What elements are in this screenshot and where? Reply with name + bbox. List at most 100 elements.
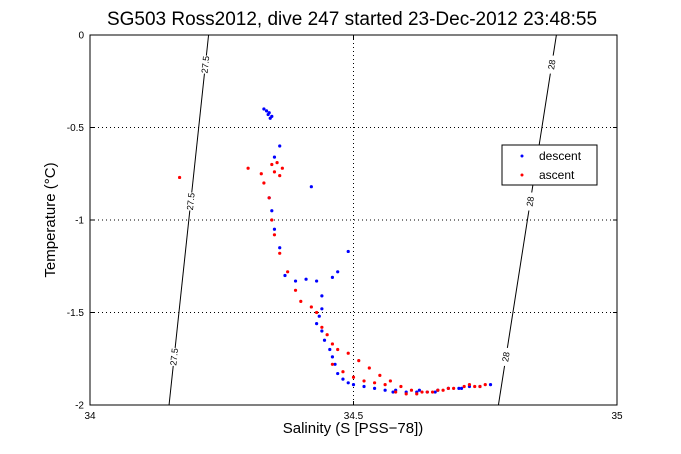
ascent-point bbox=[357, 359, 361, 363]
descent-point bbox=[268, 116, 272, 120]
y-tick-label: -1 bbox=[75, 216, 84, 227]
ascent-point bbox=[346, 351, 350, 355]
descent-point bbox=[333, 362, 337, 366]
ascent-point bbox=[272, 170, 277, 174]
descent-point bbox=[346, 381, 350, 385]
ascent-point bbox=[272, 233, 277, 237]
density-contours: 27.5 27.5 27.5 28 28 28 bbox=[168, 34, 557, 406]
ascent-point bbox=[436, 388, 440, 392]
legend-marker-ascent bbox=[520, 173, 524, 177]
descent-point bbox=[272, 227, 277, 231]
descent-point bbox=[383, 388, 387, 392]
ascent-point bbox=[367, 366, 371, 370]
ascent-point bbox=[278, 251, 282, 255]
contour-label: 28 bbox=[500, 351, 511, 362]
ascent-point bbox=[399, 384, 403, 389]
contour-label: 27.5 bbox=[200, 55, 212, 73]
ascent-point bbox=[336, 347, 340, 352]
ascent-point bbox=[246, 166, 250, 170]
ascent-point bbox=[441, 388, 445, 392]
ascent-point bbox=[372, 381, 377, 385]
descent-point bbox=[336, 371, 340, 376]
y-tick-label: -1.5 bbox=[67, 308, 85, 319]
y-tick-label: 0 bbox=[78, 31, 84, 42]
contour-label: 28 bbox=[546, 59, 557, 70]
ascent-point bbox=[425, 390, 429, 394]
descent-point bbox=[488, 383, 493, 387]
axis-ticks: 34 34.5 35 0 -0.5 -1 -1.5 -2 bbox=[67, 31, 623, 423]
ascent-point bbox=[267, 196, 271, 200]
descent-point bbox=[278, 246, 282, 250]
y-tick-label: -2 bbox=[75, 401, 84, 412]
ascent-point bbox=[177, 175, 182, 180]
contour-label: 27.5 bbox=[168, 348, 180, 366]
ascent-point bbox=[483, 383, 487, 387]
descent-point bbox=[320, 329, 324, 333]
ascent-point bbox=[270, 162, 274, 167]
ascent-point bbox=[404, 392, 408, 396]
descent-point bbox=[309, 185, 313, 189]
ascent-point bbox=[309, 305, 313, 309]
ascent-point bbox=[388, 379, 392, 383]
ascent-point bbox=[351, 375, 356, 379]
descent-point bbox=[328, 347, 332, 352]
descent-point bbox=[315, 279, 319, 283]
descent-point bbox=[320, 294, 324, 298]
x-tick-label: 35 bbox=[611, 411, 623, 422]
legend: descent ascent bbox=[501, 144, 598, 186]
contour-label-gap bbox=[202, 55, 209, 74]
descent-point bbox=[336, 270, 340, 274]
ascent-point bbox=[259, 172, 263, 176]
ascent-point bbox=[467, 383, 472, 387]
contour-label-gap bbox=[502, 347, 509, 366]
descent-point bbox=[433, 390, 437, 394]
descent-point bbox=[272, 155, 277, 159]
descent-point bbox=[322, 338, 327, 342]
y-tick-label: -0.5 bbox=[67, 123, 85, 134]
descent-point bbox=[264, 109, 269, 113]
descent-point bbox=[372, 386, 377, 390]
descent-point bbox=[391, 390, 395, 394]
descent-point bbox=[341, 377, 345, 381]
ascent-point bbox=[409, 388, 414, 392]
contour-label-gap bbox=[527, 192, 534, 211]
ascent-point bbox=[270, 218, 274, 222]
ascent-point bbox=[275, 161, 279, 165]
descent-point bbox=[362, 384, 366, 389]
ascent-point bbox=[280, 166, 284, 170]
ascent-point bbox=[262, 181, 266, 185]
grid-lines bbox=[90, 35, 617, 405]
ascent-point bbox=[341, 370, 345, 374]
contour-label-gap bbox=[187, 192, 194, 211]
ascent-point bbox=[378, 373, 382, 377]
ascent-point bbox=[473, 384, 477, 389]
ascent-point bbox=[320, 325, 324, 329]
descent-point bbox=[351, 383, 356, 387]
x-tick-label: 34.5 bbox=[344, 411, 364, 422]
contour-label: 28 bbox=[525, 196, 536, 207]
descent-point bbox=[330, 275, 335, 279]
ascent-point bbox=[478, 384, 482, 389]
descent-point bbox=[293, 279, 298, 283]
contour-line bbox=[168, 34, 210, 406]
ascent-point bbox=[315, 310, 319, 315]
data-points bbox=[177, 107, 493, 396]
ascent-point bbox=[383, 383, 387, 387]
y-axis-label: Temperature (°C) bbox=[42, 162, 59, 277]
legend-label-descent: descent bbox=[539, 149, 582, 163]
ascent-point bbox=[420, 390, 424, 394]
ascent-point bbox=[330, 362, 335, 366]
ascent-point bbox=[452, 386, 456, 390]
legend-label-ascent: ascent bbox=[539, 168, 575, 182]
descent-point bbox=[315, 322, 319, 326]
descent-point bbox=[317, 314, 321, 318]
ascent-point bbox=[446, 386, 450, 390]
ascent-point bbox=[330, 342, 335, 346]
descent-point bbox=[457, 386, 461, 390]
ascent-point bbox=[286, 270, 290, 274]
ascent-point bbox=[325, 333, 329, 337]
ascent-point bbox=[394, 390, 398, 394]
x-axis-label: Salinity (S [PSS−78]) bbox=[283, 420, 423, 437]
ascent-point bbox=[278, 174, 282, 178]
